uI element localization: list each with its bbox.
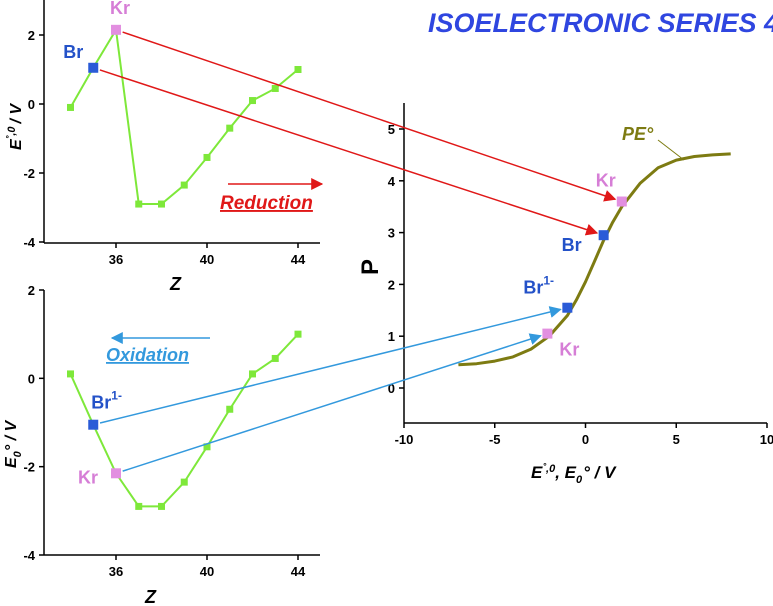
p-x-tick-label: -10: [395, 432, 414, 447]
p-y-tick-label: 3: [388, 226, 395, 241]
p-highlight-marker: [562, 302, 573, 313]
p-highlight-marker: [542, 328, 553, 339]
oxidation-data-point: [294, 330, 302, 338]
oxidation-y-tick-label: -4: [23, 548, 35, 563]
reduction-x-label: Z: [169, 274, 182, 294]
p-axes: [403, 103, 767, 424]
p-y-tick-label: 1: [388, 329, 395, 344]
p-panel: -10 -5 0 5 10 0 1 2 3 4 5 Kr Br Br1- Kr P E˚,0, E0° /…: [357, 103, 773, 486]
p-highlight-marker: [616, 196, 627, 207]
p-highlight-marker: [598, 230, 609, 241]
p-highlight-label: Kr: [559, 340, 579, 360]
reduction-data-point: [158, 200, 165, 208]
reduction-series-line: [69, 26, 299, 206]
oxidation-data-point: [226, 405, 234, 413]
p-highlight-label: Br1-: [523, 274, 554, 298]
connector-arrows: [99, 31, 617, 472]
curve-label: PE°: [622, 124, 654, 144]
curve-label-pointer: [657, 139, 685, 161]
oxidation-data-point: [135, 502, 143, 510]
reduction-highlight-marker: [111, 24, 121, 35]
oxidation-x-label: Z: [144, 587, 157, 606]
oxidation-data-point: [67, 370, 74, 378]
connector-kr-reduction: [122, 31, 617, 202]
reduction-data-point: [203, 153, 211, 161]
p-y-label: P: [357, 259, 384, 275]
reduction-data-point: [271, 84, 279, 92]
reduction-arrow-label: Reduction: [220, 193, 313, 214]
oxidation-ticks: 36 40 44 -4 -2 0 2: [23, 283, 306, 579]
reduction-x-tick-label: 44: [291, 252, 306, 267]
oxidation-arrow-label: Oxidation: [106, 345, 189, 365]
p-y-tick-label: 2: [388, 277, 395, 292]
p-curve: [458, 152, 731, 367]
reduction-x-tick-label: 40: [200, 252, 214, 267]
connector-br-reduction: [99, 69, 599, 236]
oxidation-data-point: [158, 502, 165, 510]
oxidation-highlight-label: Br1-: [91, 389, 122, 413]
oxidation-highlight-label: Kr: [78, 467, 98, 487]
reduction-data-point: [135, 200, 143, 208]
reduction-data-point: [226, 124, 234, 132]
figure-title: ISOELECTRONIC SERIES 4p6: [428, 7, 773, 38]
p-y-tick-label: 0: [388, 381, 395, 396]
reduction-y-tick-label: 0: [28, 97, 35, 112]
reduction-y-label: E˚,0/ V: [6, 103, 25, 150]
oxidation-x-tick-label: 44: [291, 564, 306, 579]
p-highlight-label: Kr: [596, 171, 616, 191]
oxidation-data-point: [271, 354, 279, 362]
reduction-y-tick-label: -2: [23, 166, 35, 181]
reduction-highlight-marker: [88, 62, 99, 73]
oxidation-x-tick-label: 36: [109, 564, 123, 579]
p-x-label: E˚,0, E0° / V: [531, 463, 617, 486]
p-x-tick-label: 10: [760, 432, 773, 447]
reduction-y-tick-label: 2: [28, 28, 35, 43]
oxidation-y-tick-label: 0: [28, 371, 35, 386]
p-x-tick-label: 5: [673, 432, 680, 447]
p-ticks: -10 -5 0 5 10 0 1 2 3 4 5: [388, 122, 773, 447]
reduction-highlight-label: Kr: [110, 0, 130, 18]
oxidation-y-tick-label: -2: [23, 460, 35, 475]
reduction-data-point: [249, 97, 256, 105]
reduction-panel: 36 40 44 -4 -2 0 2 Br Kr Z E˚,0/ V Reduction: [6, 0, 324, 294]
reduction-data-point: [294, 66, 302, 73]
reduction-ticks: 36 40 44 -4 -2 0 2: [23, 28, 306, 267]
oxidation-panel: 36 40 44 -4 -2 0 2 Br1- Kr Z E0° / V Oxidation: [3, 283, 320, 606]
oxidation-y-tick-label: 2: [28, 283, 35, 298]
p-y-tick-label: 4: [388, 174, 396, 189]
reduction-data-point: [67, 103, 74, 111]
p-plot: Kr Br Br1- Kr: [458, 152, 731, 367]
reduction-plot: Br Kr: [63, 0, 302, 208]
oxidation-x-tick-label: 40: [200, 564, 214, 579]
oxidation-data-point: [203, 443, 211, 451]
oxidation-data-point: [180, 478, 188, 486]
connector-kr-oxidation: [122, 333, 542, 472]
reduction-axes: [43, 0, 320, 244]
p-x-tick-label: 0: [582, 432, 589, 447]
reduction-y-tick-label: -4: [23, 235, 35, 250]
reduction-data-point: [180, 181, 188, 189]
oxidation-data-point: [249, 370, 256, 378]
oxidation-axes: [43, 290, 320, 556]
oxidation-highlight-marker: [111, 468, 121, 479]
oxidation-plot: Br1- Kr: [67, 330, 302, 510]
reduction-highlight-label: Br: [63, 42, 83, 62]
oxidation-highlight-marker: [88, 419, 99, 430]
reduction-x-tick-label: 36: [109, 252, 123, 267]
p-y-tick-label: 5: [388, 122, 395, 137]
p-x-tick-label: -5: [489, 432, 501, 447]
oxidation-y-label: E0° / V: [3, 419, 24, 468]
p-highlight-label: Br: [562, 235, 582, 255]
connector-br-oxidation: [99, 306, 562, 424]
